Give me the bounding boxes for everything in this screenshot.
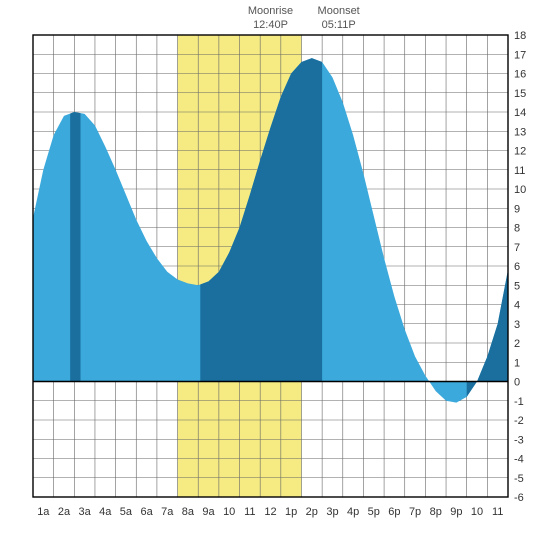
y-axis-label: -5 [514, 473, 524, 485]
header-value: 12:40P [253, 19, 288, 31]
y-axis-label: 1 [514, 357, 520, 369]
y-axis-label: 8 [514, 223, 520, 235]
x-axis-label: 7p [409, 506, 421, 518]
y-axis-label: -2 [514, 415, 524, 427]
x-axis-label: 8p [430, 506, 442, 518]
y-axis-label: 14 [514, 107, 526, 119]
x-axis-label: 2a [58, 506, 71, 518]
x-axis-label: 4p [347, 506, 359, 518]
chart-svg: 1a2a3a4a5a6a7a8a9a1011121p2p3p4p5p6p7p8p… [0, 0, 550, 550]
y-axis-label: -1 [514, 396, 524, 408]
y-axis-label: 13 [514, 126, 526, 138]
y-axis-label: 18 [514, 30, 526, 42]
header-label: Moonset [318, 5, 360, 17]
y-axis-label: 9 [514, 203, 520, 215]
x-axis-label: 3a [79, 506, 92, 518]
y-axis-label: 0 [514, 377, 520, 389]
header-value: 05:11P [322, 19, 356, 31]
x-axis-label: 10 [223, 506, 235, 518]
y-axis-label: 4 [514, 300, 520, 312]
y-axis-label: 7 [514, 242, 520, 254]
x-axis-label: 4a [99, 506, 112, 518]
x-axis-label: 1a [37, 506, 50, 518]
y-axis-label: -4 [514, 454, 524, 466]
x-axis-label: 6a [140, 506, 153, 518]
header-label: Moonrise [248, 5, 293, 17]
x-axis-label: 12 [264, 506, 276, 518]
y-axis-label: 10 [514, 184, 526, 196]
x-axis-label: 9p [450, 506, 462, 518]
x-axis-label: 10 [471, 506, 483, 518]
y-axis-label: 2 [514, 338, 520, 350]
y-axis-label: 15 [514, 88, 526, 100]
x-axis-label: 3p [326, 506, 338, 518]
y-axis-label: 5 [514, 280, 520, 292]
x-axis-label: 1p [285, 506, 297, 518]
x-axis-label: 8a [182, 506, 195, 518]
x-axis-label: 11 [244, 506, 255, 518]
y-axis-label: -3 [514, 434, 524, 446]
y-axis-label: 17 [514, 49, 526, 61]
x-axis-label: 7a [161, 506, 174, 518]
y-axis-label: 6 [514, 261, 520, 273]
y-axis-label: 12 [514, 146, 526, 158]
y-axis-label: 11 [514, 165, 525, 177]
y-axis-label: -6 [514, 492, 524, 504]
x-axis-label: 5p [368, 506, 380, 518]
y-axis-label: 16 [514, 69, 526, 81]
x-axis-label: 9a [202, 506, 215, 518]
x-axis-label: 6p [388, 506, 400, 518]
x-axis-label: 5a [120, 506, 133, 518]
tide-chart: 1a2a3a4a5a6a7a8a9a1011121p2p3p4p5p6p7p8p… [0, 0, 550, 550]
x-axis-label: 2p [306, 506, 318, 518]
x-axis-label: 11 [492, 506, 503, 518]
y-axis-label: 3 [514, 319, 520, 331]
